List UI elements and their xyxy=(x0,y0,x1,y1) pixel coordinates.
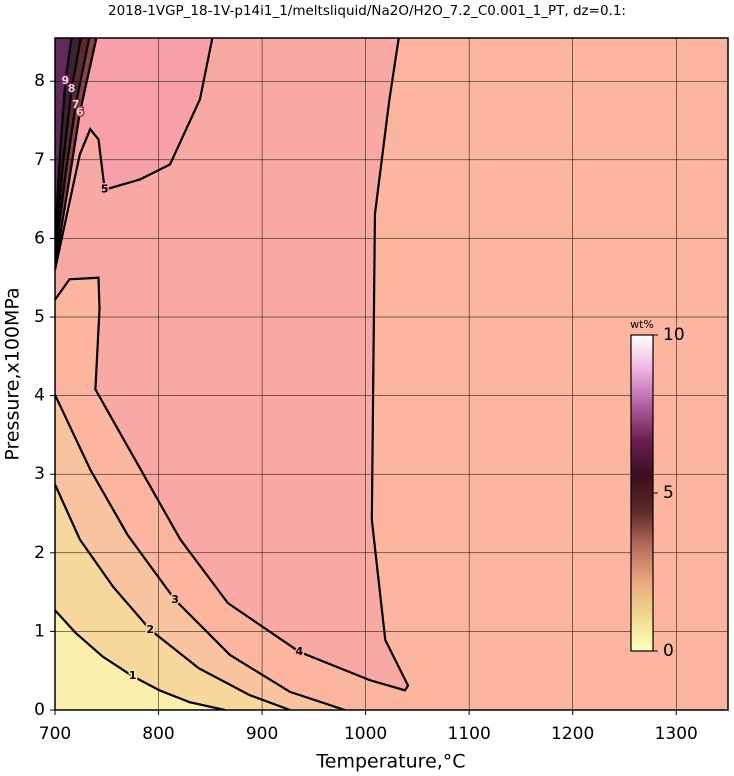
contour-line xyxy=(55,38,98,267)
x-tick-label: 900 xyxy=(246,724,278,744)
contour-label: 2 xyxy=(146,623,154,636)
y-tick-label: 5 xyxy=(34,307,45,327)
contour-fill xyxy=(55,38,409,691)
contour-label: 9 xyxy=(62,74,70,87)
y-axis-label: Pressure,x100MPa xyxy=(2,287,24,460)
y-tick-label: 8 xyxy=(34,71,45,91)
colorbar-tick-label: 0 xyxy=(663,641,674,661)
contour-fill xyxy=(55,610,225,710)
colorbar-tick-label: 10 xyxy=(663,325,685,345)
x-tick-label: 1300 xyxy=(655,724,698,744)
contour-line xyxy=(55,38,91,259)
y-tick-label: 2 xyxy=(34,543,45,563)
chart-title: 2018-1VGP_18-1V-p14i1_1/meltsliquid/Na2O… xyxy=(108,3,626,19)
y-tick-label: 7 xyxy=(34,150,45,170)
contour-label: 8 xyxy=(68,82,76,95)
contour-line xyxy=(55,38,410,692)
colorbar-label: wt% xyxy=(630,318,654,331)
contour-line xyxy=(55,394,346,710)
contour-label: 3 xyxy=(171,593,179,606)
contour-label: 6 xyxy=(76,106,84,119)
y-tick-label: 1 xyxy=(34,621,45,641)
x-tick-label: 700 xyxy=(39,724,71,744)
contour-label: 7 xyxy=(72,98,80,111)
contour-line xyxy=(55,483,291,710)
x-tick-label: 1200 xyxy=(551,724,594,744)
contour-fill xyxy=(55,38,213,270)
x-axis-label: Temperature,°C xyxy=(315,751,465,773)
x-tick-label: 1100 xyxy=(448,724,491,744)
plot-frame xyxy=(54,37,729,711)
y-tick-label: 0 xyxy=(34,700,45,720)
contour-line xyxy=(55,38,214,271)
y-tick-label: 6 xyxy=(34,228,45,248)
contour-label: 1 xyxy=(129,669,137,682)
contour-label: 5 xyxy=(101,183,109,196)
contour-label: 4 xyxy=(296,645,304,658)
x-tick-label: 1000 xyxy=(344,724,387,744)
colorbar-tick-label: 5 xyxy=(663,483,674,503)
contour-line xyxy=(55,609,226,710)
y-tick-label: 4 xyxy=(34,386,45,406)
colorbar xyxy=(630,334,654,652)
contour-fill xyxy=(55,484,291,710)
x-tick-label: 800 xyxy=(142,724,174,744)
overlay: 700 800 900 1000 1100 1200 1300012345678wt%051… xyxy=(34,37,729,744)
contour-line xyxy=(55,38,73,239)
y-tick-label: 3 xyxy=(34,464,45,484)
contour-fill xyxy=(55,38,72,239)
contour-line xyxy=(55,38,82,251)
